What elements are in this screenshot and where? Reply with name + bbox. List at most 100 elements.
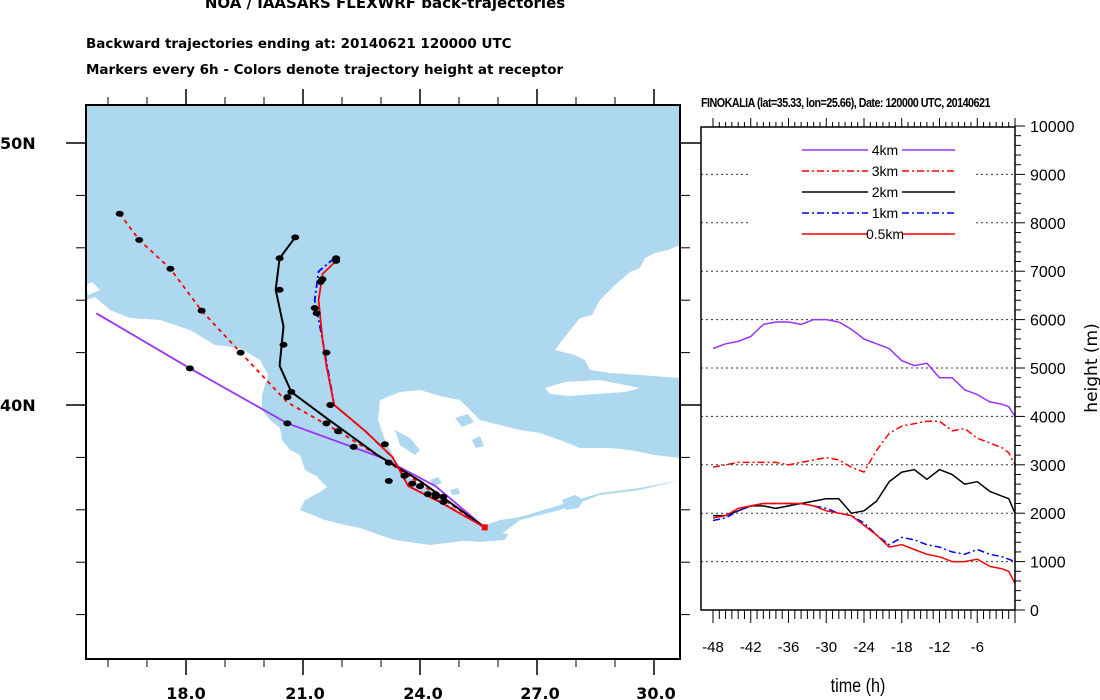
y-tick-label: 3000 bbox=[1030, 458, 1066, 475]
trajectory-marker-2km bbox=[275, 286, 284, 293]
trajectory-marker-3km bbox=[334, 428, 343, 435]
latitude-labels: 50N 40N bbox=[0, 134, 36, 415]
series-line-2km bbox=[713, 468, 1016, 517]
lat-label-50n: 50N bbox=[0, 134, 36, 153]
trajectory-lines bbox=[95, 210, 488, 531]
trajectory-marker-0_5km bbox=[423, 491, 432, 498]
legend-label-4km: 4km bbox=[872, 142, 898, 158]
island-chios bbox=[472, 436, 484, 448]
chart-y-axis-label: height (m) bbox=[1082, 323, 1100, 412]
y-tick-label: 1000 bbox=[1030, 555, 1066, 572]
trajectory-marker-3km bbox=[400, 472, 409, 479]
trajectory-marker-0_5km bbox=[312, 310, 321, 317]
x-tick-label: -18 bbox=[891, 639, 913, 656]
y-tick-label: 0 bbox=[1030, 603, 1039, 620]
y-tick-label: 2000 bbox=[1030, 506, 1066, 523]
y-tick-label: 7000 bbox=[1030, 264, 1066, 281]
sea-northern-adriatic bbox=[86, 282, 100, 295]
trajectory-marker-2km bbox=[349, 443, 358, 450]
series-line-3km bbox=[712, 420, 1016, 473]
chart-series bbox=[712, 318, 1016, 584]
island-cyclades bbox=[420, 477, 460, 500]
figure-title: NOA / IAASARS FLEXWRF back-trajectories bbox=[204, 0, 566, 12]
lon-label-21: 21.0 bbox=[285, 684, 324, 700]
trajectory-marker-2km bbox=[275, 255, 284, 262]
series-line-4km bbox=[712, 318, 1016, 417]
island-lesbos bbox=[455, 414, 474, 427]
y-tick-label: 10000 bbox=[1030, 119, 1075, 136]
x-tick-label: -36 bbox=[778, 639, 800, 656]
x-tick-label: -12 bbox=[929, 639, 951, 656]
lat-label-40n: 40N bbox=[0, 396, 36, 415]
chart-x-tick-labels: -48 -42 -36 -30 -24 -18 -12 -6 bbox=[702, 639, 984, 656]
x-tick-label: -30 bbox=[815, 639, 837, 656]
trajectory-4km bbox=[95, 312, 486, 529]
island-crete bbox=[403, 526, 508, 542]
trajectory-marker-3km bbox=[166, 265, 175, 272]
chart-legend: 4km 3km 2km 1km 0.5km bbox=[802, 142, 955, 242]
map-axis-ticks bbox=[66, 89, 701, 675]
y-tick-label: 9000 bbox=[1030, 167, 1066, 184]
y-tick-label: 6000 bbox=[1030, 313, 1066, 330]
map-frame bbox=[85, 104, 681, 660]
trajectory-marker-0_5km bbox=[326, 402, 335, 408]
trajectory-marker-3km bbox=[135, 236, 144, 243]
trajectory-marker-0_5km bbox=[408, 480, 417, 487]
subtitle-ending-time: Backward trajectories ending at: 2014062… bbox=[86, 36, 512, 52]
sea-black-sea bbox=[555, 245, 680, 378]
y-tick-label: 4000 bbox=[1030, 409, 1066, 426]
trajectory-map: 18.0 21.0 24.0 27.0 30.0 50N 40N bbox=[0, 89, 701, 700]
chart-title: FINOKALIA (lat=35.33, lon=25.66), Date: … bbox=[701, 96, 990, 110]
island-euboea bbox=[395, 430, 420, 455]
chart-axis-ticks bbox=[712, 118, 1025, 623]
trajectory-marker-2km bbox=[439, 493, 448, 500]
trajectory-marker-3km bbox=[283, 394, 292, 401]
lon-label-30: 30.0 bbox=[636, 684, 675, 700]
trajectory-marker-2km bbox=[322, 420, 331, 427]
trajectory-marker-0_5km bbox=[310, 305, 319, 312]
legend-label-2km: 2km bbox=[872, 184, 898, 200]
x-tick-label: -6 bbox=[971, 639, 984, 656]
trajectory-marker-0_5km bbox=[439, 498, 448, 505]
legend-label-0_5km: 0.5km bbox=[866, 226, 904, 242]
trajectory-marker-3km bbox=[431, 491, 440, 498]
series-line-1km bbox=[712, 502, 1016, 563]
subtitle-markers-note: Markers every 6h - Colors denote traject… bbox=[86, 62, 564, 78]
trajectory-marker-4km bbox=[384, 477, 393, 484]
legend-label-3km: 3km bbox=[872, 163, 898, 179]
longitude-labels: 18.0 21.0 24.0 27.0 30.0 bbox=[166, 684, 675, 700]
chart-y-tick-labels: 0 1000 2000 3000 4000 5000 6000 7000 8000 9000 100… bbox=[1030, 119, 1075, 620]
receptor-marker bbox=[481, 524, 488, 531]
trajectory-marker-4km bbox=[283, 420, 292, 427]
island-rhodes bbox=[562, 495, 584, 510]
y-tick-label: 5000 bbox=[1030, 361, 1066, 378]
sea-marmara bbox=[545, 380, 640, 396]
trajectory-marker-3km bbox=[236, 349, 245, 356]
x-tick-label: -24 bbox=[853, 639, 875, 656]
trajectory-marker-0_5km bbox=[380, 441, 389, 448]
series-line-0_5km bbox=[712, 502, 1016, 584]
y-tick-label: 8000 bbox=[1030, 216, 1066, 233]
lon-label-24: 24.0 bbox=[403, 684, 442, 700]
trajectory-marker-2km bbox=[291, 234, 300, 241]
x-tick-label: -48 bbox=[702, 639, 724, 656]
peloponnese bbox=[318, 448, 392, 505]
trajectory-marker-0_5km bbox=[332, 257, 341, 264]
chart-legend-box bbox=[750, 140, 975, 250]
x-tick-label: -42 bbox=[740, 639, 762, 656]
trajectory-marker-0_5km bbox=[316, 278, 325, 285]
trajectory-marker-2km bbox=[416, 483, 424, 490]
lon-label-18: 18.0 bbox=[166, 684, 205, 700]
trajectory-marker-3km bbox=[197, 307, 206, 314]
lon-label-27: 27.0 bbox=[520, 684, 559, 700]
chart-x-axis-label: time (h) bbox=[831, 675, 886, 697]
trajectory-marker-2km bbox=[287, 388, 296, 395]
sea-tyrrhenian bbox=[86, 420, 325, 659]
trajectory-marker-2km bbox=[384, 459, 393, 466]
trajectory-marker-0_5km bbox=[322, 349, 331, 356]
legend-label-1km: 1km bbox=[872, 205, 898, 221]
trajectory-marker-3km bbox=[115, 210, 124, 217]
trajectory-marker-4km bbox=[185, 365, 194, 372]
